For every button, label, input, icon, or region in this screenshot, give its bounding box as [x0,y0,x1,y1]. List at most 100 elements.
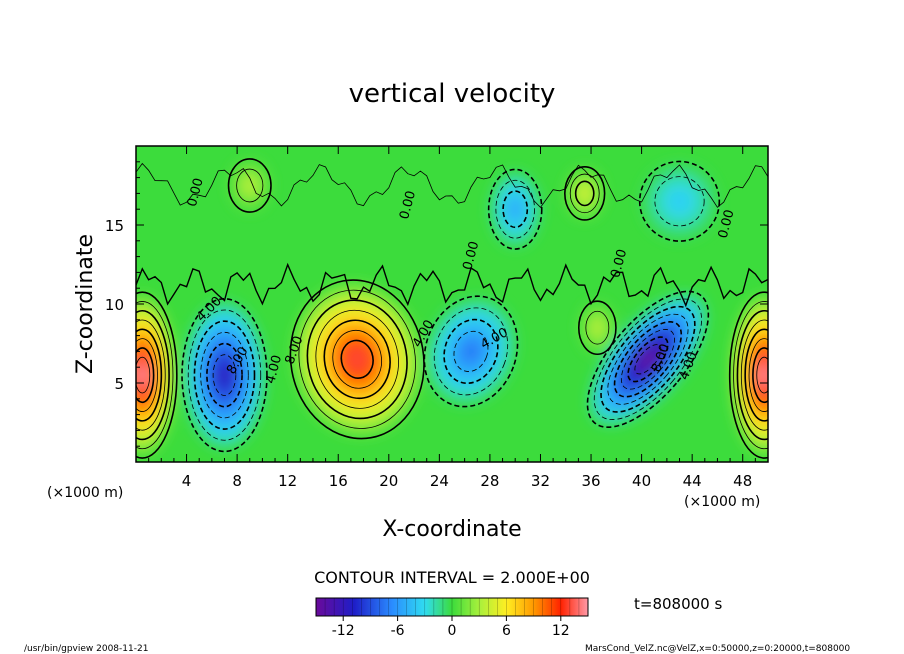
x-tick-label: 32 [531,472,550,490]
contour-line [654,176,705,227]
contour-line [613,321,683,398]
contour-line [736,309,768,441]
contour-line [136,347,155,404]
y-tick-label: 15 [105,217,124,235]
contour-line [181,297,268,453]
zero-contour [136,262,768,308]
contour-line [733,301,768,450]
contour-line [315,309,399,409]
field-blob [229,160,270,211]
contour-label: 0.00 [397,189,419,221]
contour-line [569,173,600,214]
field-level [218,364,231,386]
x-tick-label: 44 [683,472,702,490]
contour-line [306,299,408,420]
contour-line [136,291,178,459]
field-level [246,181,253,190]
x-unit-left: (×1000 m) [47,485,123,501]
contour-line [748,338,768,412]
contour-line [136,338,158,412]
time-label: t=808000 s [634,595,722,613]
field-level [137,363,148,387]
contour-line [564,166,606,221]
contour-label: 0.00 [460,240,482,272]
contour-line [433,307,509,396]
upper-contour [136,162,768,209]
contour-group [423,295,519,408]
field-level [464,343,478,359]
contour-line [136,301,174,450]
x-tick-label: 20 [379,472,398,490]
contour-line [574,180,595,207]
contour-line [627,336,669,383]
field-level [674,195,685,207]
x-tick-label: 8 [232,472,242,490]
contour-group [181,297,268,453]
x-tick-label: 12 [278,472,297,490]
contour-group [577,300,617,356]
contour-group [136,291,178,459]
field-level [582,189,588,198]
y-axis-label: Z-coordinate [73,234,98,374]
field-blob [565,168,604,219]
contour-group [227,158,272,213]
field-blob [184,302,265,448]
contour-line [323,319,391,400]
contour-line [577,300,617,356]
contour-label: 4.00 [263,354,285,386]
contour-line [502,190,529,229]
x-tick-label: 4 [182,472,192,490]
field-level [759,363,768,387]
contour-line [212,354,237,396]
contour-line [586,290,710,428]
x-tick-label: 48 [733,472,752,490]
contour-line [206,342,243,408]
colorbar-tick-label: -12 [332,623,355,639]
contour-line [453,330,489,372]
contour-line [423,295,519,408]
x-axis: 4 8 12 16 20 24 28 32 36 40 44 48 [148,146,756,490]
contour-line [634,344,662,375]
contour-line [227,158,272,213]
x-tick-label: 28 [480,472,499,490]
x-tick-label: 24 [430,472,449,490]
footer-right: MarsCond_VelZ.nc@VelZ,x=0:50000,z=0:2000… [585,644,850,654]
colorbar-tick-label: -6 [391,623,405,639]
colorbar-tick-label: 6 [502,623,511,639]
contour-line [136,309,170,441]
field-level [348,348,367,371]
contour-line [756,356,768,394]
contour-group [564,166,606,221]
contour-line [600,305,696,413]
y-axis: 5 10 15 [105,161,768,447]
colorbar-tick-label: 0 [448,623,457,639]
contour-line [136,328,163,422]
x-axis-label: X-coordinate [382,517,521,542]
contour-label: 0.00 [185,177,207,209]
field-blob [579,302,616,353]
contour-line [740,319,768,431]
contour-label: 0.00 [608,248,630,280]
contour-line [332,329,382,389]
contour-line [585,310,610,345]
chart-title: vertical velocity [349,79,556,109]
field-level [594,324,600,332]
contour-line [200,331,249,419]
field-blob [641,163,718,240]
contour-line [340,339,374,379]
footer-left: /usr/bin/gpview 2008-11-21 [24,644,148,654]
contour-group [487,168,543,250]
contour-line [744,328,768,422]
contour-line [495,179,535,239]
field-blob [426,298,516,404]
field-blob [489,171,541,248]
field-level [639,350,657,369]
contour-group [586,290,710,428]
colorbar-tick-label: 12 [552,623,570,639]
contour-line [236,168,264,203]
plot-area [136,146,768,462]
contour-line [752,347,768,404]
y-tick-label: 10 [105,296,124,314]
contour-label: 0.00 [716,208,738,240]
y-tick-label: 5 [114,375,124,393]
